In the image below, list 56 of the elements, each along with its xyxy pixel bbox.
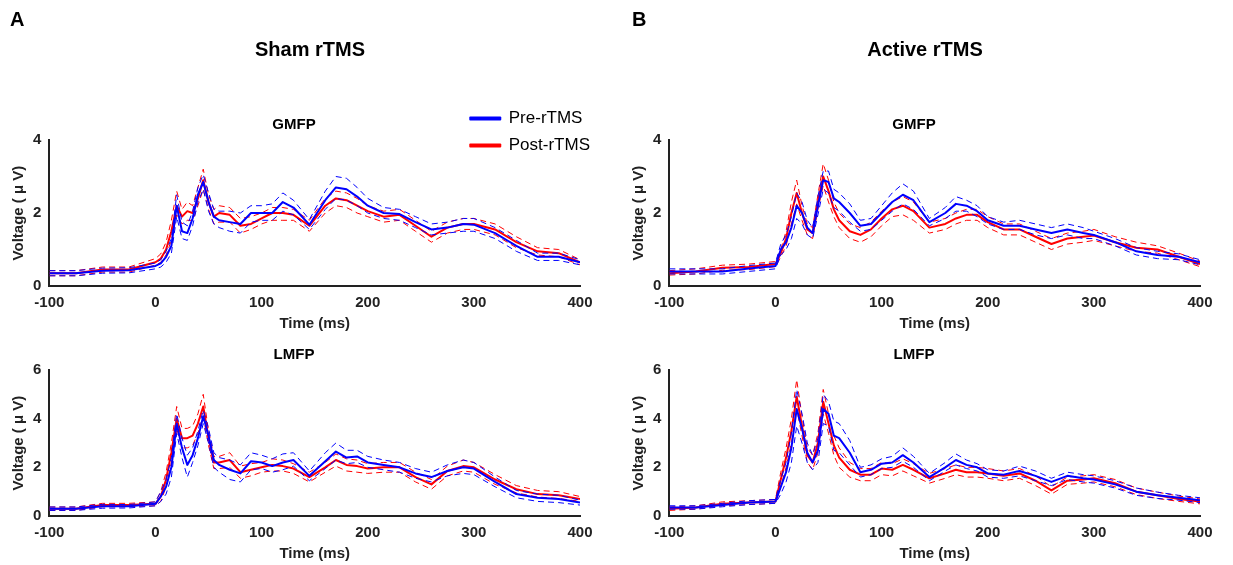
y-tick-label: 2 bbox=[33, 457, 42, 475]
x-axis-title: Time (ms) bbox=[279, 544, 350, 562]
x-tick-label: 400 bbox=[1187, 523, 1213, 541]
y-tick-label: 6 bbox=[33, 360, 42, 378]
chart-title: LMFP bbox=[273, 345, 315, 363]
y-tick-label: 0 bbox=[33, 506, 42, 524]
x-axis-title: Time (ms) bbox=[279, 314, 350, 332]
legend-label: Post-rTMS bbox=[508, 135, 591, 155]
y-axis-title: Voltage ( μ V) bbox=[9, 165, 27, 261]
x-tick-label: 0 bbox=[151, 523, 160, 541]
x-tick-label: 200 bbox=[355, 293, 381, 311]
legend-label: Pre-rTMS bbox=[508, 108, 583, 128]
text: Sham rTMS bbox=[254, 38, 366, 61]
y-tick-label: 0 bbox=[653, 276, 662, 294]
x-tick-label: -100 bbox=[654, 293, 685, 311]
x-tick-label: 400 bbox=[1187, 293, 1213, 311]
x-tick-label: 100 bbox=[249, 293, 275, 311]
x-tick-label: -100 bbox=[34, 523, 65, 541]
chart-title: LMFP bbox=[893, 345, 935, 363]
y-tick-label: 4 bbox=[653, 130, 662, 148]
y-tick-label: 2 bbox=[653, 203, 662, 221]
text: B bbox=[632, 8, 647, 31]
y-tick-label: 4 bbox=[653, 408, 662, 426]
y-axis-title: Voltage ( μ V) bbox=[9, 395, 27, 491]
x-axis-title: Time (ms) bbox=[899, 544, 970, 562]
x-tick-label: 300 bbox=[1081, 523, 1107, 541]
x-tick-label: 400 bbox=[567, 523, 593, 541]
y-tick-label: 0 bbox=[33, 276, 42, 294]
x-axis-title: Time (ms) bbox=[899, 314, 970, 332]
x-tick-label: 100 bbox=[249, 523, 275, 541]
x-tick-label: 0 bbox=[151, 293, 160, 311]
y-tick-label: 0 bbox=[653, 506, 662, 524]
x-tick-label: 300 bbox=[1081, 293, 1107, 311]
y-axis-title: Voltage ( μ V) bbox=[629, 165, 647, 261]
y-tick-label: 4 bbox=[33, 408, 42, 426]
chart-title: GMFP bbox=[892, 115, 936, 133]
y-tick-label: 2 bbox=[33, 203, 42, 221]
x-tick-label: 100 bbox=[869, 523, 895, 541]
text: Active rTMS bbox=[866, 38, 984, 61]
y-tick-label: 4 bbox=[33, 130, 42, 148]
x-tick-label: 400 bbox=[567, 293, 593, 311]
x-tick-label: 300 bbox=[461, 523, 487, 541]
x-tick-label: 200 bbox=[975, 293, 1001, 311]
x-tick-label: 300 bbox=[461, 293, 487, 311]
x-tick-label: -100 bbox=[34, 293, 65, 311]
x-tick-label: -100 bbox=[654, 523, 685, 541]
x-tick-label: 0 bbox=[771, 293, 780, 311]
y-tick-label: 2 bbox=[653, 457, 662, 475]
x-tick-label: 100 bbox=[869, 293, 895, 311]
x-tick-label: 200 bbox=[975, 523, 1001, 541]
y-axis-title: Voltage ( μ V) bbox=[629, 395, 647, 491]
text: A bbox=[10, 8, 25, 31]
chart-title: GMFP bbox=[272, 115, 316, 133]
x-tick-label: 200 bbox=[355, 523, 381, 541]
y-tick-label: 6 bbox=[653, 360, 662, 378]
x-tick-label: 0 bbox=[771, 523, 780, 541]
